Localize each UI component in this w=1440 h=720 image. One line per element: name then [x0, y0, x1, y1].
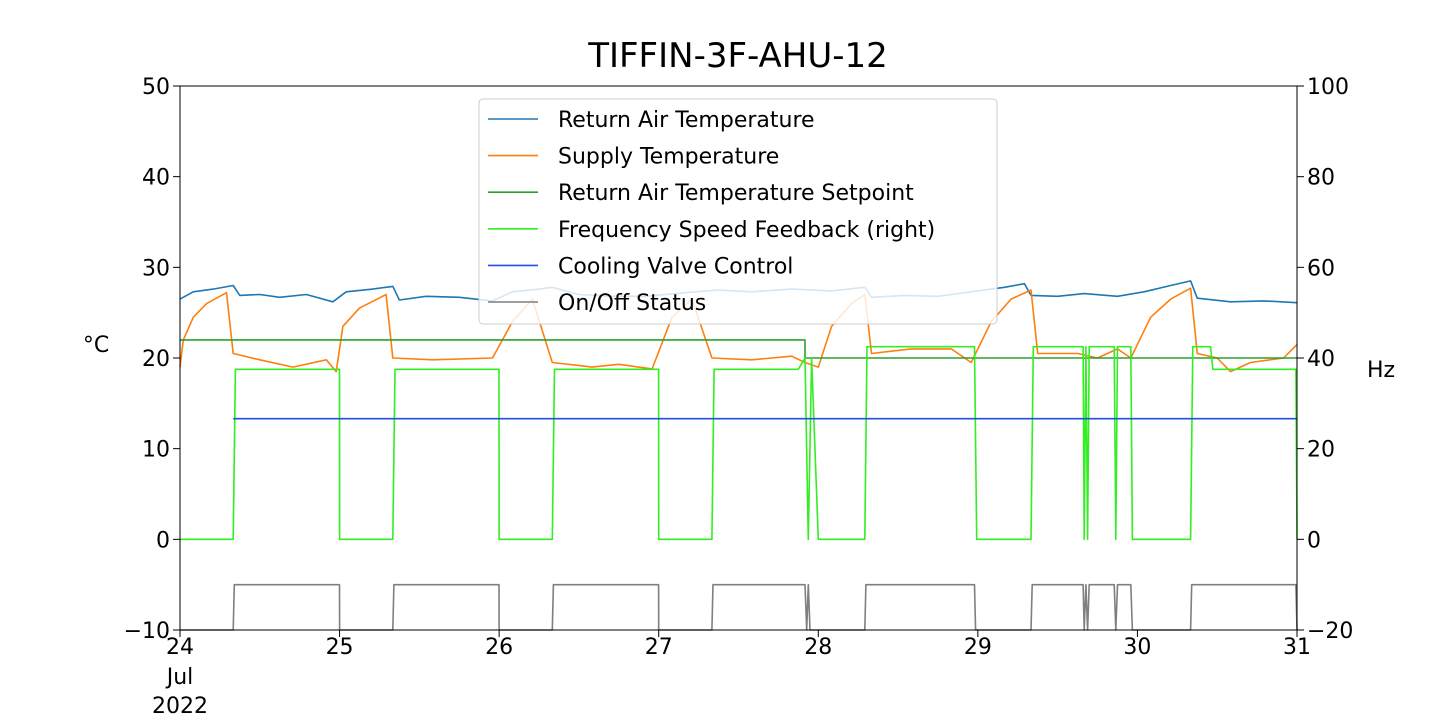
legend-item-label[interactable]: Return Air Temperature Setpoint — [558, 181, 914, 206]
y-tick-label-left: −10 — [124, 619, 170, 644]
chart-title: TIFFIN-3F-AHU-12 — [587, 36, 888, 76]
x-tick-label: 31 — [1283, 635, 1311, 660]
y-tick-label-left: 10 — [142, 438, 170, 463]
x-axis: 24 25 26 27 28 29 30 31 Jul 2022 — [152, 630, 1311, 719]
y-axis-label-right: Hz — [1367, 358, 1395, 383]
y-tick-label-left: 50 — [142, 75, 170, 100]
y-tick-label-left: 30 — [142, 256, 170, 281]
y-tick-label-right: 40 — [1307, 347, 1335, 372]
y-tick-label-right: 100 — [1307, 75, 1349, 100]
legend-item-label[interactable]: On/Off Status — [558, 291, 706, 316]
y-tick-label-right: 60 — [1307, 256, 1335, 281]
legend-item-label[interactable]: Supply Temperature — [558, 145, 779, 170]
legend-item-label[interactable]: Return Air Temperature — [558, 108, 815, 133]
legend[interactable]: Return Air Temperature Supply Temperature… — [478, 98, 998, 325]
y-tick-label-right: 80 — [1307, 166, 1335, 191]
series-line-4 — [180, 345, 1298, 541]
legend-item-label[interactable]: Frequency Speed Feedback (right) — [558, 218, 935, 243]
x-tick-sublabel: Jul — [165, 665, 194, 690]
legend-item-label[interactable]: Cooling Valve Control — [558, 254, 793, 279]
y-axis-label-left: °C — [83, 333, 109, 358]
x-tick-label: 28 — [804, 635, 832, 660]
y-tick-label-right: −20 — [1307, 619, 1353, 644]
legend-box — [478, 98, 998, 325]
series-line-2 — [179, 287, 1298, 373]
y-tick-label-right: 20 — [1307, 438, 1335, 463]
x-tick-label: 30 — [1123, 635, 1151, 660]
x-tick-label: 27 — [645, 635, 673, 660]
x-tick-label: 29 — [964, 635, 992, 660]
y-axis-right: −20 0 20 40 60 80 100 — [1297, 75, 1353, 644]
series-line-3 — [180, 339, 1297, 359]
y-tick-label-left: 40 — [142, 166, 170, 191]
x-tick-label: 24 — [166, 635, 194, 660]
x-tick-sublabel: 2022 — [152, 694, 208, 719]
y-tick-label-right: 0 — [1307, 528, 1321, 553]
x-tick-label: 26 — [485, 635, 513, 660]
x-tick-label: 25 — [326, 635, 354, 660]
y-tick-label-left: 0 — [156, 528, 170, 553]
y-axis-left: −10 0 10 20 30 40 50 — [124, 75, 180, 644]
y-tick-label-left: 20 — [142, 347, 170, 372]
